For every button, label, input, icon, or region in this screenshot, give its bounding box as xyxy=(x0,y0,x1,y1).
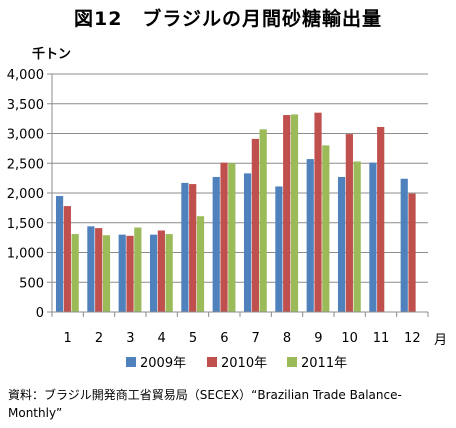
x-tick-label: 5 xyxy=(189,331,197,346)
bar xyxy=(251,138,259,312)
legend-label: 2009年 xyxy=(140,356,186,371)
bar xyxy=(126,235,134,312)
x-tick-label: 12 xyxy=(404,331,421,346)
bar xyxy=(157,230,165,312)
bar xyxy=(353,161,361,312)
bar xyxy=(95,228,103,312)
x-tick-label: 11 xyxy=(373,331,390,346)
x-axis-ticks: 1 2 3 4 5 6 7 8 9 10 11 12 xyxy=(51,312,429,346)
bar xyxy=(55,195,64,312)
legend-swatch xyxy=(126,357,136,367)
y-tick-label: 2,500 xyxy=(7,157,44,172)
y-tick-label: 3,000 xyxy=(7,128,44,143)
x-tick-label: 4 xyxy=(158,331,166,346)
legend: 2009年 2010年 2011年 xyxy=(126,356,347,371)
legend-label: 2011年 xyxy=(301,356,347,371)
y-tick-label: 0 xyxy=(36,306,44,321)
x-tick-label: 3 xyxy=(126,331,134,346)
bar xyxy=(400,178,408,312)
bar xyxy=(243,173,252,312)
legend-swatch xyxy=(207,357,217,367)
source-note: 資料：ブラジル開発商工省貿易局（SECEX）“Brazilian Trade B… xyxy=(8,388,402,420)
bar xyxy=(369,162,377,312)
bar xyxy=(149,234,158,312)
bar xyxy=(63,206,71,312)
x-axis-unit-label: 月 xyxy=(434,333,447,348)
y-axis-ticks: 0 500 1,000 1,500 2,000 2,500 3,000 3,500 4,000 xyxy=(7,68,52,321)
bar xyxy=(118,234,126,312)
bars xyxy=(55,112,416,313)
x-tick-label: 8 xyxy=(283,331,291,346)
y-tick-label: 1,000 xyxy=(7,247,44,262)
bar xyxy=(259,129,267,312)
gridlines xyxy=(52,73,428,283)
bar xyxy=(322,145,330,312)
legend-label: 2010年 xyxy=(221,356,267,371)
y-tick-label: 4,000 xyxy=(7,68,44,83)
bar xyxy=(306,159,314,312)
chart-title: 図12 ブラジルの月間砂糖輸出量 xyxy=(73,8,383,30)
y-tick-label: 3,500 xyxy=(7,98,44,113)
y-tick-label: 500 xyxy=(19,276,44,291)
bar xyxy=(275,186,283,312)
bar xyxy=(408,193,416,312)
bar xyxy=(377,126,385,312)
x-tick-label: 10 xyxy=(341,331,358,346)
bar xyxy=(290,114,299,313)
bar xyxy=(165,234,173,312)
bar xyxy=(228,163,236,312)
bar xyxy=(181,182,189,312)
bar xyxy=(220,162,228,312)
bar xyxy=(212,176,220,312)
bar xyxy=(345,134,353,312)
bar xyxy=(102,235,111,312)
bar-chart: 千トン 0 500 1,000 1,500 2,000 2,500 3,000 3,500 4,… xyxy=(7,46,447,371)
bar xyxy=(134,227,142,312)
bar xyxy=(196,216,205,312)
x-tick-label: 2 xyxy=(95,331,103,346)
bar xyxy=(314,112,322,312)
bar xyxy=(189,184,197,312)
y-tick-label: 1,500 xyxy=(7,217,44,232)
x-tick-label: 9 xyxy=(314,331,322,346)
bar xyxy=(71,234,79,312)
y-tick-label: 2,000 xyxy=(7,187,44,202)
legend-swatch xyxy=(287,357,297,367)
x-tick-label: 6 xyxy=(220,331,228,346)
x-tick-label: 7 xyxy=(252,331,260,346)
x-tick-label: 1 xyxy=(64,331,72,346)
bar xyxy=(87,226,95,312)
bar xyxy=(337,176,346,312)
bar xyxy=(283,115,291,313)
y-axis-unit-label: 千トン xyxy=(32,46,71,62)
